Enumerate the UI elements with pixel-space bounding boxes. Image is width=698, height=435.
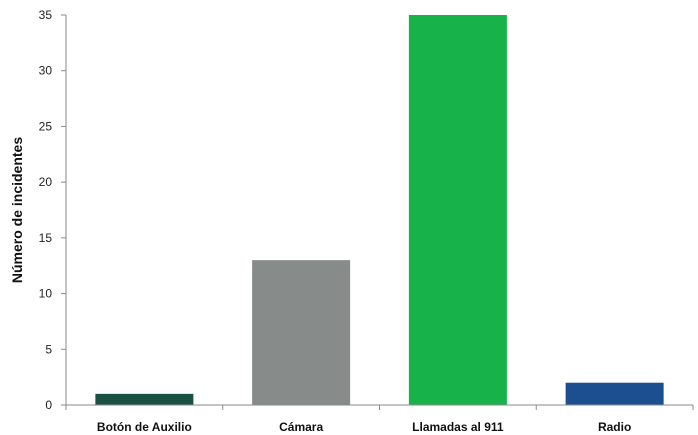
x-tick-label: Radio bbox=[598, 420, 631, 434]
bar bbox=[95, 393, 194, 405]
y-tick-label: 10 bbox=[39, 287, 53, 301]
y-axis-title: Número de incidentes bbox=[9, 137, 25, 283]
bar bbox=[252, 260, 351, 405]
x-tick-label: Botón de Auxilio bbox=[97, 420, 192, 434]
x-tick-label: Llamadas al 911 bbox=[412, 420, 504, 434]
y-tick-label: 5 bbox=[45, 342, 52, 356]
bar bbox=[565, 382, 664, 405]
bars bbox=[95, 15, 664, 405]
y-tick-label: 35 bbox=[39, 8, 53, 22]
y-tick-label: 30 bbox=[39, 64, 53, 78]
x-tick-label: Cámara bbox=[279, 420, 323, 434]
y-tick-label: 20 bbox=[39, 175, 53, 189]
bar bbox=[408, 15, 507, 405]
y-axis-ticks: 0 5 10 15 20 25 30 35 bbox=[39, 8, 66, 412]
y-tick-label: 0 bbox=[45, 398, 52, 412]
x-axis-ticks: Botón de Auxilio Cámara Llamadas al 911 Rad… bbox=[65, 405, 694, 434]
y-tick-label: 15 bbox=[39, 231, 53, 245]
y-tick-label: 25 bbox=[39, 119, 53, 133]
